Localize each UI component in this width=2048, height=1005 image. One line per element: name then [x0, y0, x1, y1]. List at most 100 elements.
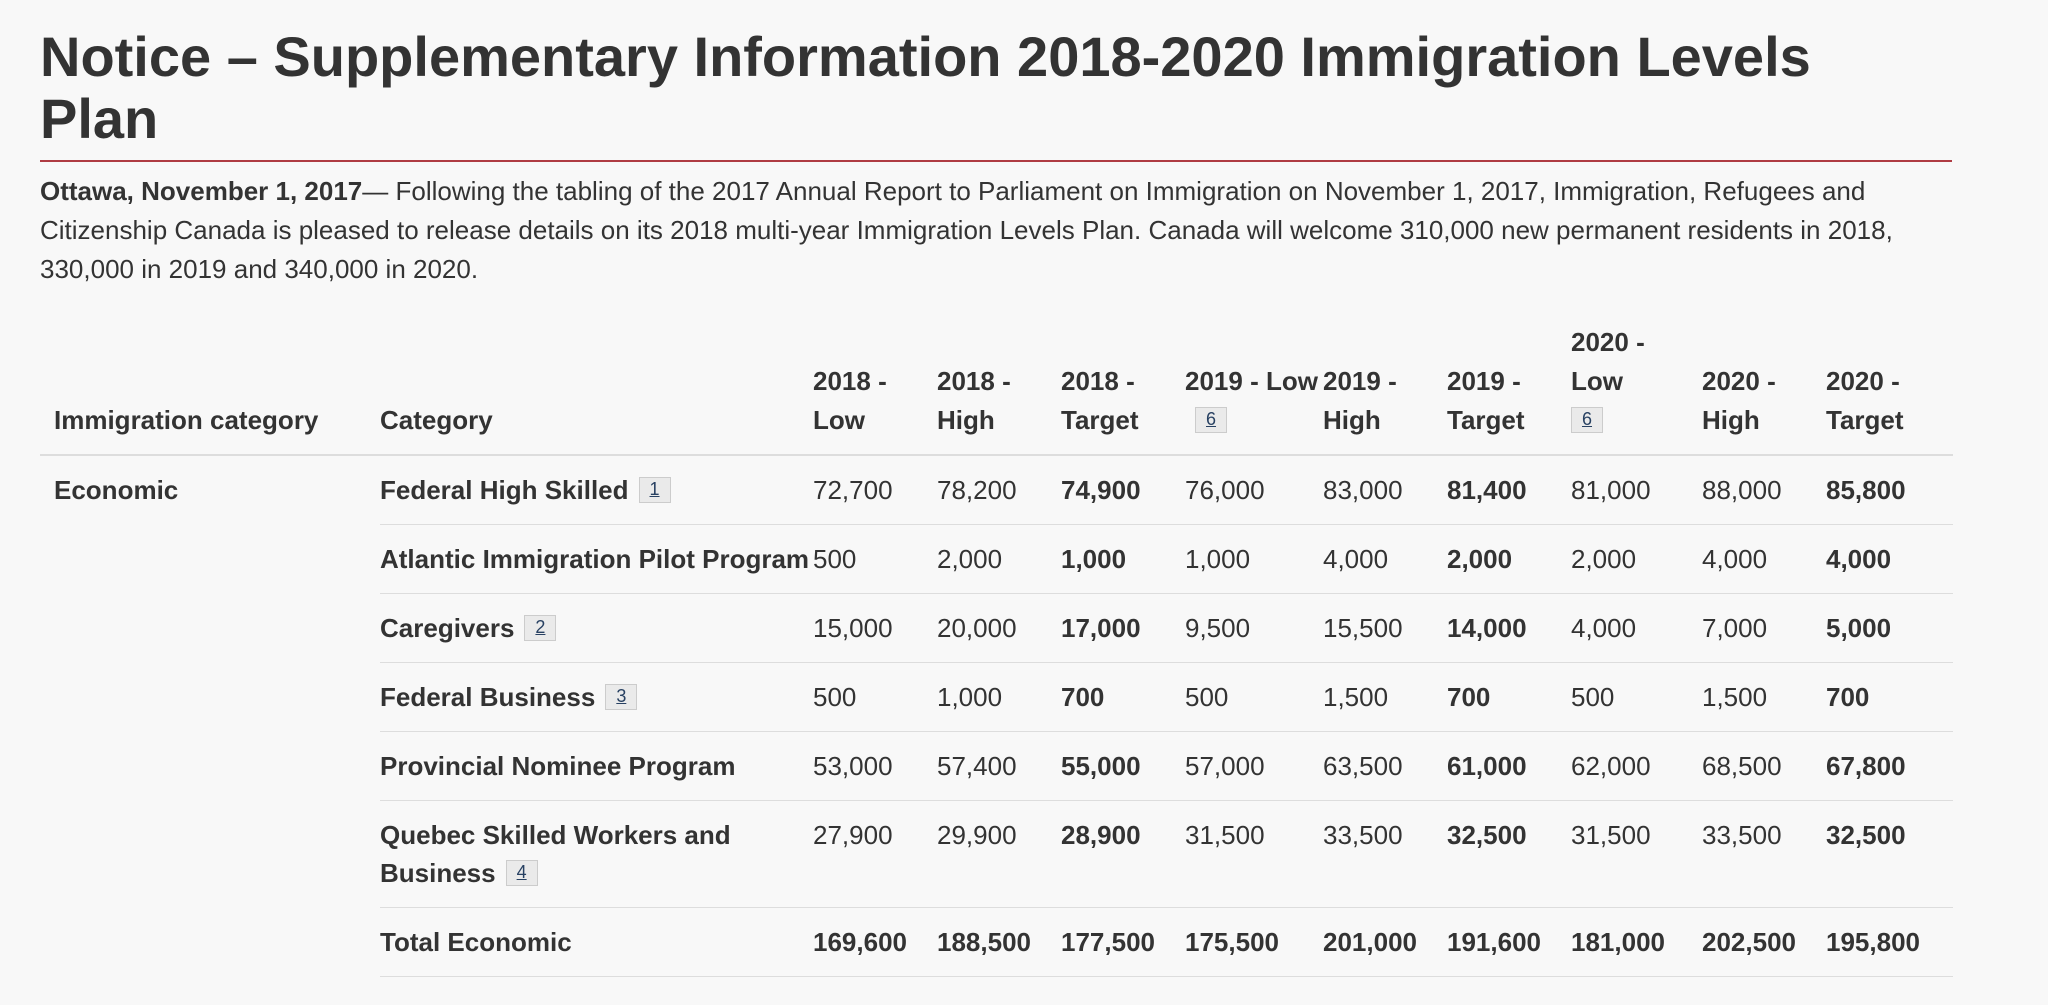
table-row: Caregivers 2 15,000 20,000 17,000 9,500 15,500…: [40, 593, 1953, 663]
value-cell-2019-high: 201,000: [1323, 907, 1447, 977]
category-cell: Provincial Nominee Program: [380, 731, 813, 801]
value-cell-2018-low: 72,700: [813, 455, 937, 525]
col-header-2020-low: 2020 - Low 6: [1571, 320, 1702, 455]
category-cell: Quebec Skilled Workers and Business 4: [380, 800, 813, 908]
table-row: Provincial Nominee Program 53,000 57,400 55…: [40, 731, 1953, 801]
table-row: Federal Business 3 500 1,000 700 500 1,500 700 5…: [40, 662, 1953, 732]
value-cell-2020-low: 2,000: [1571, 524, 1702, 594]
value-cell-2018-low: 53,000: [813, 731, 937, 801]
value-cell-2020-high: 68,500: [1702, 731, 1826, 801]
value-cell-2018-high: 29,900: [937, 800, 1061, 908]
category-label: Provincial Nominee Program: [380, 751, 736, 781]
value-cell-2018-high: 78,200: [937, 455, 1061, 525]
value-cell-2018-high: 188,500: [937, 907, 1061, 977]
category-cell: Total Economic: [380, 907, 813, 977]
value-cell-2019-low: 57,000: [1185, 731, 1323, 801]
value-cell-2018-low: 500: [813, 662, 937, 732]
table-header-row: Immigration category Category 2018 - Low…: [40, 320, 1953, 455]
dateline: Ottawa, November 1, 2017: [40, 176, 363, 206]
immigration-category-cell: Economic: [54, 475, 179, 505]
col-header-2019-target: 2019 - Target: [1447, 366, 1525, 435]
category-cell: Federal High Skilled 1: [380, 455, 813, 525]
table-total-row: Total Economic 169,600 188,500 177,500 175,5…: [40, 907, 1953, 977]
value-cell-2019-low: 31,500: [1185, 800, 1323, 908]
value-cell-2020-high: 33,500: [1702, 800, 1826, 908]
footnote-link-6[interactable]: 6: [1195, 407, 1228, 433]
category-label: Federal High Skilled: [380, 475, 629, 505]
value-cell-2019-target: 61,000: [1447, 731, 1571, 801]
value-cell-2019-low: 500: [1185, 662, 1323, 732]
value-cell-2020-target: 5,000: [1826, 593, 1953, 663]
value-cell-2020-target: 700: [1826, 662, 1953, 732]
col-header-category: Category: [380, 405, 493, 435]
footnote-link-3[interactable]: 3: [605, 684, 638, 710]
value-cell-2019-high: 33,500: [1323, 800, 1447, 908]
category-label: Total Economic: [380, 927, 572, 957]
value-cell-2018-low: 169,600: [813, 907, 937, 977]
table-row: Economic Federal High Skilled 1 72,700 78,20…: [40, 455, 1953, 525]
intro-text: — Following the tabling of the 2017 Annu…: [40, 176, 1893, 284]
value-cell-2019-low: 9,500: [1185, 593, 1323, 663]
value-cell-2018-target: 177,500: [1061, 907, 1185, 977]
value-cell-2019-target: 191,600: [1447, 907, 1571, 977]
value-cell-2018-high: 1,000: [937, 662, 1061, 732]
value-cell-2019-high: 15,500: [1323, 593, 1447, 663]
value-cell-2018-target: 74,900: [1061, 455, 1185, 525]
value-cell-2020-low: 31,500: [1571, 800, 1702, 908]
value-cell-2019-target: 700: [1447, 662, 1571, 732]
table-row: Quebec Skilled Workers and Business 4 27,9…: [40, 800, 1953, 908]
table-row: Atlantic Immigration Pilot Program 500 2,0…: [40, 524, 1953, 594]
value-cell-2020-target: 85,800: [1826, 455, 1953, 525]
value-cell-2018-high: 20,000: [937, 593, 1061, 663]
value-cell-2018-high: 57,400: [937, 731, 1061, 801]
value-cell-2020-low: 500: [1571, 662, 1702, 732]
intro-paragraph: Ottawa, November 1, 2017— Following the …: [40, 172, 1960, 289]
category-label: Quebec Skilled Workers and Business: [380, 820, 731, 888]
value-cell-2020-target: 4,000: [1826, 524, 1953, 594]
value-cell-2018-high: 2,000: [937, 524, 1061, 594]
value-cell-2019-target: 2,000: [1447, 524, 1571, 594]
col-header-2019-low: 2019 - Low 6: [1185, 320, 1323, 455]
value-cell-2018-low: 15,000: [813, 593, 937, 663]
immigration-levels-table: Immigration category Category 2018 - Low…: [40, 320, 1953, 977]
table-body: Economic Federal High Skilled 1 72,700 78,20…: [40, 455, 1953, 977]
category-cell: Caregivers 2: [380, 593, 813, 663]
col-header-2019-high: 2019 - High: [1323, 366, 1397, 435]
footnote-link-2[interactable]: 2: [524, 615, 557, 641]
value-cell-2018-target: 1,000: [1061, 524, 1185, 594]
value-cell-2018-target: 28,900: [1061, 800, 1185, 908]
value-cell-2019-target: 14,000: [1447, 593, 1571, 663]
category-cell: Federal Business 3: [380, 662, 813, 732]
col-header-2018-target: 2018 - Target: [1061, 366, 1139, 435]
value-cell-2020-low: 181,000: [1571, 907, 1702, 977]
col-header-2018-high: 2018 - High: [937, 366, 1011, 435]
value-cell-2018-target: 700: [1061, 662, 1185, 732]
footnote-link-4[interactable]: 4: [505, 860, 538, 886]
category-label: Caregivers: [380, 613, 515, 643]
value-cell-2019-target: 81,400: [1447, 455, 1571, 525]
category-label: Atlantic Immigration Pilot Program: [380, 544, 810, 574]
value-cell-2018-low: 27,900: [813, 800, 937, 908]
value-cell-2020-low: 4,000: [1571, 593, 1702, 663]
value-cell-2018-target: 55,000: [1061, 731, 1185, 801]
value-cell-2020-high: 202,500: [1702, 907, 1826, 977]
value-cell-2019-high: 1,500: [1323, 662, 1447, 732]
value-cell-2020-high: 1,500: [1702, 662, 1826, 732]
col-header-2019-low-label: 2019 - Low: [1185, 366, 1318, 396]
value-cell-2020-high: 7,000: [1702, 593, 1826, 663]
value-cell-2019-high: 83,000: [1323, 455, 1447, 525]
col-header-immigration-category: Immigration category: [54, 405, 319, 435]
value-cell-2020-high: 88,000: [1702, 455, 1826, 525]
footnote-link-1[interactable]: 1: [638, 477, 671, 503]
page-title: Notice – Supplementary Information 2018-…: [40, 25, 1811, 150]
value-cell-2018-low: 500: [813, 524, 937, 594]
value-cell-2020-low: 81,000: [1571, 455, 1702, 525]
col-header-2020-low-label: 2020 - Low: [1571, 327, 1645, 396]
value-cell-2019-high: 4,000: [1323, 524, 1447, 594]
value-cell-2019-high: 63,500: [1323, 731, 1447, 801]
value-cell-2018-target: 17,000: [1061, 593, 1185, 663]
col-header-2020-target: 2020 - Target: [1826, 366, 1904, 435]
category-label: Federal Business: [380, 682, 596, 712]
footnote-link-6[interactable]: 6: [1571, 407, 1604, 433]
